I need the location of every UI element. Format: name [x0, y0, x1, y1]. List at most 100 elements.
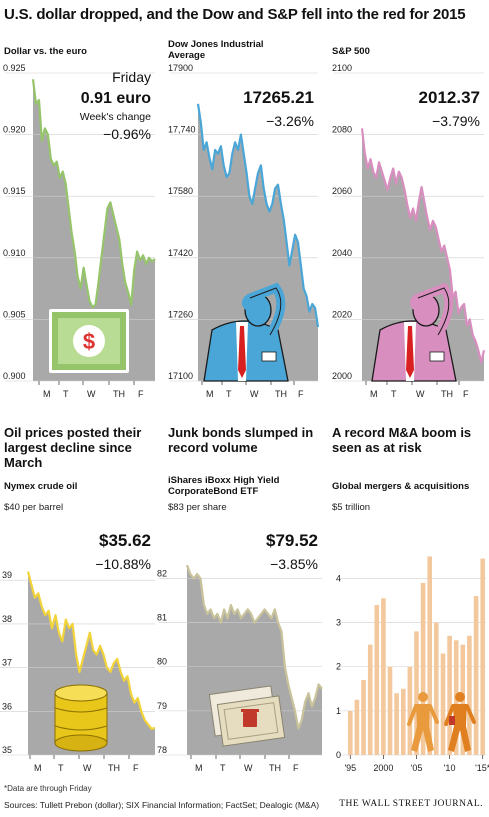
junk-xtick: F: [293, 763, 299, 773]
sp-ytick: 2080: [332, 125, 352, 135]
oil-headline: Oil prices posted their largest decline …: [4, 425, 142, 470]
junk-ytick: 82: [157, 568, 167, 578]
oil-xtick: TH: [108, 763, 120, 773]
sp-ytick: 2060: [332, 186, 352, 196]
sp-callout-change: −3.79%: [432, 113, 480, 129]
ma-bar: [434, 622, 439, 755]
dollar-ytick: 0.900: [3, 371, 26, 381]
dollar-xtick: W: [87, 389, 96, 399]
sp-xtick: T: [391, 389, 397, 399]
oil-ytick: 36: [2, 701, 12, 711]
ma-headline: A record M&A boom is seen as at risk: [332, 425, 472, 455]
ma-unit: $5 trillion: [332, 502, 371, 513]
ma-xtick: '10: [444, 763, 456, 773]
oil-title: Nymex crude oil: [4, 481, 78, 492]
dollar-xtick: M: [43, 389, 51, 399]
dollar-xtick: T: [63, 389, 69, 399]
worried-trader-icon: [203, 282, 289, 382]
sp-series-line: [360, 128, 486, 364]
sp-callout-value: 2012.37: [419, 88, 480, 107]
dollar-xtick: TH: [113, 389, 125, 399]
sp-xtick: TH: [441, 389, 453, 399]
ma-title: Global mergers & acquisitions: [332, 481, 470, 492]
ma-bar: [473, 596, 479, 755]
oil-ytick: 38: [2, 614, 12, 624]
ma-bar: [361, 680, 366, 755]
junk-series-line: [185, 564, 323, 730]
dow-title: Dow Jones Industrial Average: [168, 39, 264, 61]
brand-logo: THE WALL STREET JOURNAL.: [339, 799, 483, 809]
dollar-callout-label: Friday: [112, 69, 151, 85]
worried-trader-pink-icon: [371, 282, 457, 382]
junk-ytick: 78: [157, 745, 167, 755]
junk-ytick: 80: [157, 657, 167, 667]
junk-callout-change: −3.85%: [270, 556, 318, 572]
oil-ytick: 35: [2, 745, 12, 755]
junk-headline: Junk bonds slumped in record volume: [168, 425, 314, 455]
ma-ytick: 3: [336, 618, 341, 628]
junk-xtick: M: [195, 763, 203, 773]
dow-xtick: M: [206, 389, 214, 399]
dow-callout-value: 17265.21: [243, 88, 314, 107]
sp-xtick: W: [416, 389, 425, 399]
junk-xtick: T: [220, 763, 226, 773]
oil-xtick: T: [58, 763, 64, 773]
ma-bar: [440, 653, 446, 755]
oil-callout-value: $35.62: [99, 531, 151, 550]
dollar-ytick: 0.920: [3, 125, 26, 135]
dollar-callout-value: 0.91 euro: [81, 90, 151, 107]
ma-bar: [467, 635, 472, 755]
dollar-area-mask: [33, 69, 155, 308]
dow-xtick: W: [250, 389, 259, 399]
dow-callout-change: −3.26%: [266, 113, 314, 129]
dow-ytick: 17260: [168, 309, 193, 319]
ma-bar: [480, 558, 485, 755]
junk-xtick: TH: [269, 763, 281, 773]
ma-bar: [374, 605, 380, 755]
sp-ytick: 2040: [332, 248, 352, 258]
sp-area-mask: [362, 69, 484, 363]
oil-series-line: [26, 571, 156, 730]
ma-xtick: '05: [411, 763, 423, 773]
main-title: U.S. dollar dropped, and the Dow and S&P…: [4, 6, 466, 23]
oil-xtick: W: [83, 763, 92, 773]
sources: Sources: Tullett Prebon (dollar); SIX Fi…: [4, 800, 320, 810]
money-bill-icon: $: [49, 309, 129, 373]
dow-area-mask: [198, 69, 318, 328]
oil-barrel-icon: [54, 684, 108, 752]
oil-xtick: F: [133, 763, 139, 773]
ma-ytick: 4: [336, 573, 341, 583]
junk-unit: $83 per share: [168, 502, 227, 513]
ma-bar: [394, 693, 399, 755]
oil-unit: $40 per barrel: [4, 502, 64, 513]
ma-bar: [387, 666, 393, 755]
oil-ytick: 37: [2, 658, 12, 668]
junk-ytick: 79: [157, 701, 167, 711]
dollar-ytick: 0.905: [3, 309, 26, 319]
ma-bar: [367, 644, 373, 755]
dow-series-line: [196, 103, 320, 328]
dollar-xtick: F: [138, 389, 144, 399]
oil-callout-change: −10.88%: [95, 556, 151, 572]
dow-ytick: 17580: [168, 186, 193, 196]
dow-ytick: 17100: [168, 371, 193, 381]
ma-xtick: '15*: [475, 763, 489, 773]
junk-xtick: W: [244, 763, 253, 773]
junk-ytick: 81: [157, 613, 167, 623]
dollar-ytick: 0.925: [3, 63, 26, 73]
dollar-ytick: 0.910: [3, 248, 26, 258]
junk-callout-value: $79.52: [266, 531, 318, 550]
svg-text:$: $: [83, 329, 95, 354]
dollar-ytick: 0.915: [3, 186, 26, 196]
ma-xtick: 2000: [373, 763, 393, 773]
ma-bar: [414, 631, 419, 755]
dow-ytick: 17900: [168, 63, 193, 73]
oil-xtick: M: [34, 763, 42, 773]
oil-ytick: 39: [2, 570, 12, 580]
ma-bar: [447, 635, 452, 755]
sp-title: S&P 500: [332, 46, 370, 57]
bond-trash-icon: [208, 685, 286, 747]
ma-bar: [427, 556, 432, 755]
dollar-callout-change: −0.96%: [103, 126, 151, 142]
